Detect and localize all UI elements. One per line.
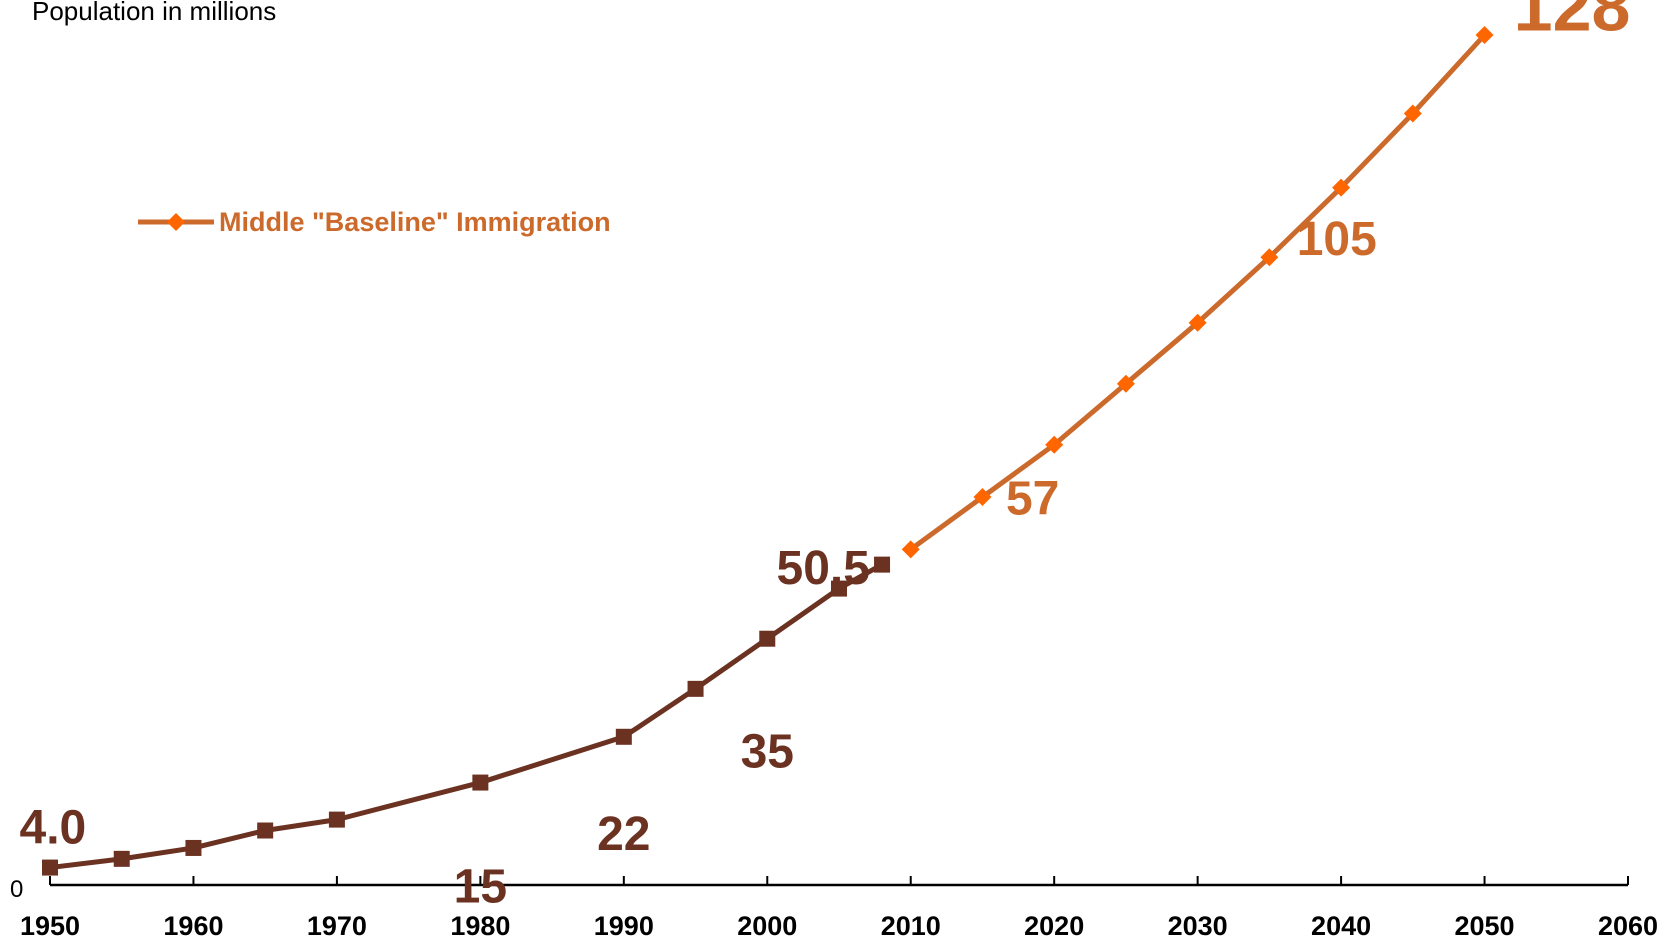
x-tick-label: 1960: [163, 911, 223, 936]
x-tick-label: 2040: [1311, 911, 1371, 936]
data-labels: 4.0 15 22 35 50.5 57 105 128: [20, 0, 1631, 913]
data-point-square: [42, 859, 58, 876]
data-point-square: [185, 839, 202, 856]
data-point-square: [113, 850, 130, 867]
data-point-square: [759, 630, 776, 647]
data-label: 105: [1297, 213, 1377, 266]
data-label: 4.0: [20, 802, 87, 855]
data-point-diamond: [1403, 104, 1422, 123]
data-label: 50.5: [777, 542, 870, 595]
x-tick-label: 2020: [1024, 911, 1084, 936]
data-point-square: [874, 556, 891, 573]
data-label: 22: [597, 808, 650, 861]
data-point-square: [257, 822, 274, 839]
data-point-square: [831, 580, 847, 597]
x-axis-ticks: [49, 876, 1629, 885]
series-0: [42, 556, 891, 876]
x-tick-label: 1990: [594, 911, 654, 936]
legend: Middle "Baseline" Immigration: [138, 207, 611, 237]
x-tick-label: 1970: [307, 911, 367, 936]
x-axis-tick-labels: 1950 1960 1970 1980 1990 2000 2010 2020 2030 2040…: [20, 911, 1658, 936]
series-line: [908, 32, 1488, 552]
data-point-square: [472, 774, 489, 791]
data-point-square: [328, 811, 345, 828]
data-point-square: [615, 728, 632, 745]
y-axis-title: Population in millions: [32, 0, 276, 26]
x-tick-label: 2060: [1598, 911, 1658, 936]
x-tick-label: 2050: [1455, 911, 1515, 936]
data-point-diamond: [1260, 248, 1279, 267]
series-line: [47, 562, 885, 871]
data-point-square: [687, 680, 704, 697]
data-label: 15: [454, 860, 507, 913]
series-layer: [42, 26, 1494, 876]
data-point-diamond: [1475, 26, 1494, 44]
data-point-diamond: [1332, 178, 1351, 197]
x-tick-label: 2030: [1168, 911, 1228, 936]
data-point-diamond: [901, 540, 920, 559]
legend-diamond-marker: [167, 213, 185, 231]
data-label: 35: [741, 725, 794, 778]
data-label: 57: [1006, 472, 1059, 525]
x-tick-label: 1950: [20, 911, 80, 936]
data-point-diamond: [973, 488, 992, 507]
data-point-diamond: [1116, 374, 1135, 393]
series-1: [901, 26, 1494, 559]
legend-label: Middle "Baseline" Immigration: [219, 207, 611, 237]
data-label: 128: [1514, 0, 1631, 46]
x-tick-label: 2000: [737, 911, 797, 936]
data-point-diamond: [1188, 313, 1207, 332]
x-tick-label: 1980: [450, 911, 510, 936]
data-point-diamond: [1045, 435, 1064, 454]
x-tick-label: 2010: [881, 911, 941, 936]
axes: 1950 1960 1970 1980 1990 2000 2010 2020 2030 2040…: [10, 876, 1658, 936]
y-tick-label-0: 0: [10, 876, 23, 903]
